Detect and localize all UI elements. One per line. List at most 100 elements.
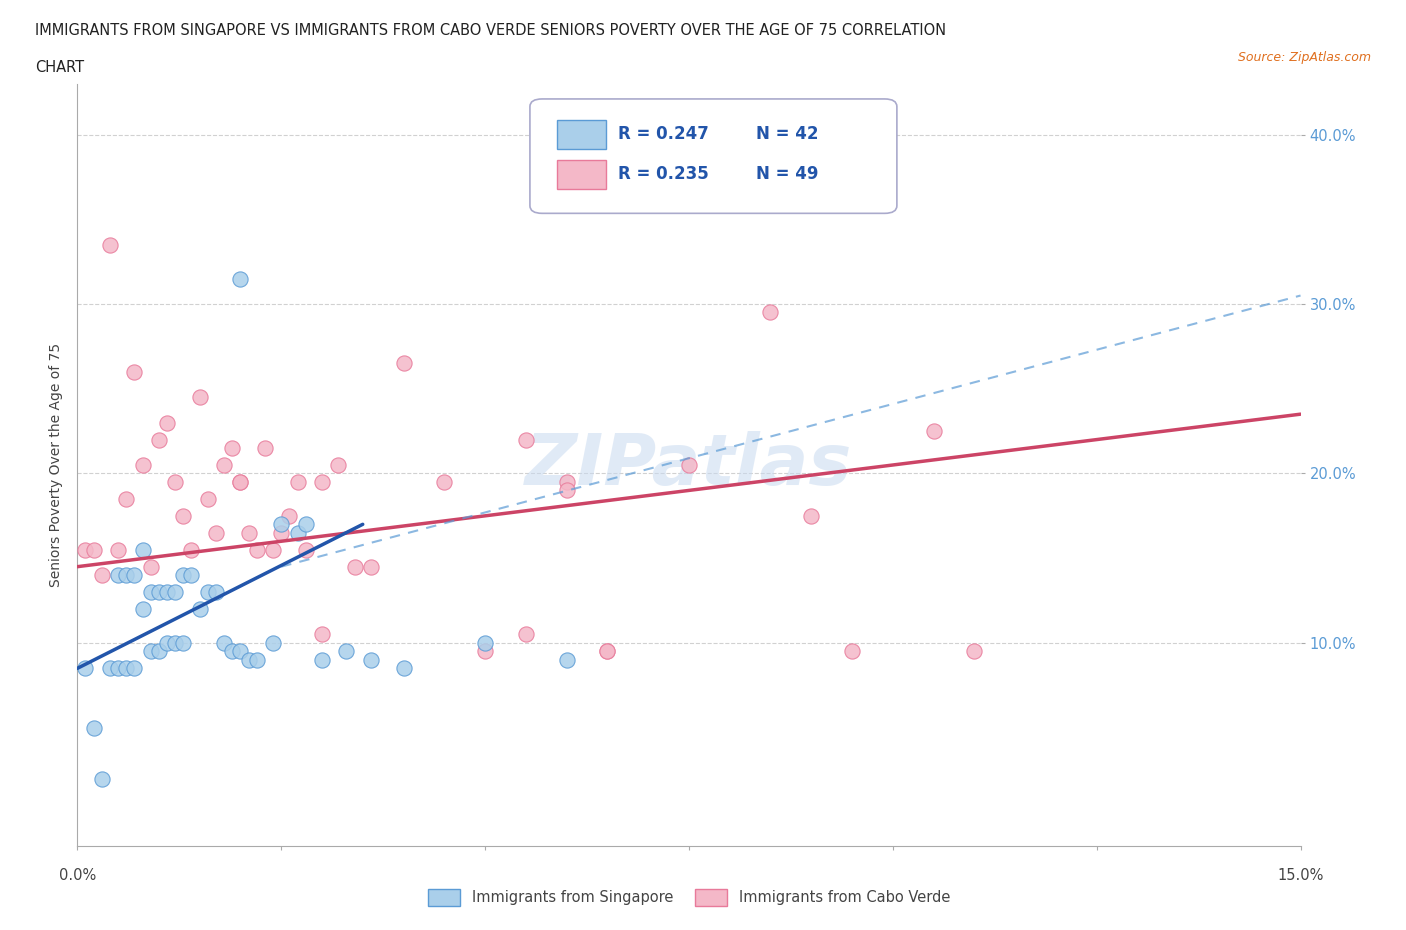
Point <box>115 567 138 582</box>
Point <box>131 602 153 617</box>
Point <box>148 644 170 658</box>
Point <box>515 627 537 642</box>
Point <box>392 356 415 371</box>
FancyBboxPatch shape <box>530 99 897 213</box>
Point <box>75 542 97 557</box>
Text: N = 49: N = 49 <box>756 166 818 183</box>
Point <box>131 542 153 557</box>
Point <box>156 635 179 650</box>
Point <box>197 585 219 600</box>
Point <box>165 474 187 489</box>
Point <box>335 644 357 658</box>
Point <box>287 474 309 489</box>
Point <box>246 653 269 668</box>
Point <box>139 585 162 600</box>
Point <box>139 559 162 574</box>
Point <box>328 458 350 472</box>
Point <box>841 644 863 658</box>
Point <box>221 441 243 456</box>
Point <box>212 458 235 472</box>
Point <box>596 644 619 658</box>
Point <box>90 567 112 582</box>
Point <box>172 635 194 650</box>
Point <box>433 474 456 489</box>
Point <box>515 432 537 447</box>
Text: N = 42: N = 42 <box>756 125 818 143</box>
Bar <box>557 160 606 189</box>
Point <box>165 635 187 650</box>
Point <box>212 635 235 650</box>
Bar <box>557 120 606 149</box>
Point <box>156 415 179 430</box>
Point <box>555 653 578 668</box>
Point <box>963 644 986 658</box>
Point <box>800 509 823 524</box>
Point <box>205 525 228 540</box>
Point <box>83 542 105 557</box>
Point <box>270 525 292 540</box>
Point <box>270 517 292 532</box>
Point <box>262 635 284 650</box>
Point <box>172 509 194 524</box>
Point <box>139 644 162 658</box>
Point <box>555 483 578 498</box>
Point <box>229 272 252 286</box>
Point <box>124 365 146 379</box>
Point <box>107 542 129 557</box>
Point <box>555 474 578 489</box>
Point <box>596 644 619 658</box>
Legend: Immigrants from Singapore, Immigrants from Cabo Verde: Immigrants from Singapore, Immigrants fr… <box>422 883 956 911</box>
Point <box>287 525 309 540</box>
Text: R = 0.247: R = 0.247 <box>619 125 709 143</box>
Point <box>278 509 301 524</box>
Point <box>180 567 202 582</box>
Point <box>148 585 170 600</box>
Point <box>98 237 121 252</box>
Point <box>238 525 260 540</box>
Y-axis label: Seniors Poverty Over the Age of 75: Seniors Poverty Over the Age of 75 <box>49 343 63 587</box>
Text: R = 0.235: R = 0.235 <box>619 166 709 183</box>
Point <box>197 491 219 506</box>
Point <box>115 491 138 506</box>
Point <box>107 567 129 582</box>
Point <box>229 474 252 489</box>
Point <box>262 542 284 557</box>
Point <box>922 424 945 439</box>
Text: ZIPatlas: ZIPatlas <box>526 431 852 499</box>
Point <box>156 585 179 600</box>
Point <box>360 653 382 668</box>
Point <box>474 644 496 658</box>
Point <box>148 432 170 447</box>
Point <box>107 661 129 676</box>
Point <box>253 441 276 456</box>
Point <box>678 458 700 472</box>
Point <box>90 771 112 786</box>
Point <box>294 542 316 557</box>
Point <box>180 542 202 557</box>
Point <box>98 661 121 676</box>
Point <box>75 661 97 676</box>
Point <box>294 517 316 532</box>
Point <box>131 458 153 472</box>
Point <box>238 653 260 668</box>
Point <box>392 661 415 676</box>
Point <box>205 585 228 600</box>
Point <box>172 567 194 582</box>
Text: 0.0%: 0.0% <box>59 868 96 883</box>
Point <box>115 661 138 676</box>
Text: 15.0%: 15.0% <box>1278 868 1323 883</box>
Point <box>188 390 211 405</box>
Point <box>343 559 366 574</box>
Point <box>221 644 243 658</box>
Point <box>124 661 146 676</box>
Text: CHART: CHART <box>35 60 84 75</box>
Point <box>759 305 782 320</box>
Point <box>188 602 211 617</box>
Point <box>474 635 496 650</box>
Point <box>246 542 269 557</box>
Point <box>360 559 382 574</box>
Point <box>229 474 252 489</box>
Point <box>311 653 333 668</box>
Point <box>124 567 146 582</box>
Text: IMMIGRANTS FROM SINGAPORE VS IMMIGRANTS FROM CABO VERDE SENIORS POVERTY OVER THE: IMMIGRANTS FROM SINGAPORE VS IMMIGRANTS … <box>35 23 946 38</box>
